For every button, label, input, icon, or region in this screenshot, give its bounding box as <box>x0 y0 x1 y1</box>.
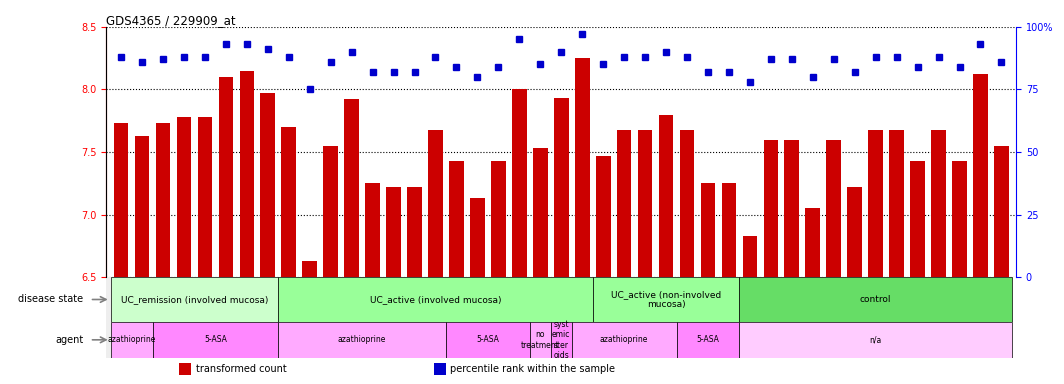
Bar <box>408 187 421 277</box>
Bar <box>533 148 548 277</box>
Bar <box>701 183 715 277</box>
Bar <box>492 161 505 277</box>
Text: azathioprine: azathioprine <box>107 335 155 344</box>
Bar <box>449 161 464 277</box>
Text: percentile rank within the sample: percentile rank within the sample <box>450 364 615 374</box>
Bar <box>111 322 152 358</box>
Bar <box>571 322 677 358</box>
Text: UC_active (involved mucosa): UC_active (involved mucosa) <box>370 295 501 304</box>
Bar <box>637 129 652 277</box>
Bar <box>659 114 674 277</box>
Bar <box>279 277 593 322</box>
Text: azathioprine: azathioprine <box>600 335 648 344</box>
Bar <box>952 161 967 277</box>
Bar <box>847 187 862 277</box>
Bar <box>218 77 233 277</box>
Bar <box>198 117 212 277</box>
Text: no
treatment: no treatment <box>521 330 560 349</box>
Text: 5-ASA: 5-ASA <box>477 335 499 344</box>
Bar <box>784 139 799 277</box>
Text: UC_active (non-involved
mucosa): UC_active (non-involved mucosa) <box>611 290 721 309</box>
Bar <box>617 129 631 277</box>
Bar <box>365 183 380 277</box>
Bar <box>281 127 296 277</box>
Text: azathioprine: azathioprine <box>338 335 386 344</box>
Bar <box>111 277 279 322</box>
Bar <box>721 183 736 277</box>
Bar <box>470 199 485 277</box>
Bar <box>551 322 571 358</box>
Bar <box>152 322 279 358</box>
Bar <box>931 129 946 277</box>
Bar <box>554 98 568 277</box>
Bar <box>386 187 401 277</box>
Bar <box>974 74 987 277</box>
Bar <box>739 277 1012 322</box>
Bar <box>239 71 254 277</box>
Bar <box>868 129 883 277</box>
Bar <box>890 129 904 277</box>
Bar <box>805 209 820 277</box>
Bar <box>261 93 276 277</box>
Bar <box>135 136 149 277</box>
Bar <box>302 261 317 277</box>
Bar <box>155 123 170 277</box>
Bar <box>911 161 925 277</box>
Bar <box>434 364 446 375</box>
Bar <box>743 236 758 277</box>
Bar <box>177 117 192 277</box>
Text: control: control <box>860 295 892 304</box>
Bar <box>530 322 551 358</box>
Bar <box>345 99 359 277</box>
Bar <box>575 58 589 277</box>
Bar <box>512 89 527 277</box>
Bar <box>446 322 530 358</box>
Bar <box>323 146 338 277</box>
Bar <box>428 129 443 277</box>
Bar <box>827 139 842 277</box>
Text: syst
emic
ster
oids: syst emic ster oids <box>552 320 570 360</box>
Bar <box>680 129 695 277</box>
Text: 5-ASA: 5-ASA <box>697 335 719 344</box>
Text: UC_remission (involved mucosa): UC_remission (involved mucosa) <box>120 295 268 304</box>
Bar <box>114 123 129 277</box>
Bar <box>764 139 778 277</box>
Text: GDS4365 / 229909_at: GDS4365 / 229909_at <box>106 14 236 27</box>
Bar <box>279 322 446 358</box>
Text: n/a: n/a <box>869 335 882 344</box>
Text: disease state: disease state <box>18 295 83 305</box>
Text: transformed count: transformed count <box>196 364 286 374</box>
Bar <box>593 277 739 322</box>
Bar <box>739 322 1012 358</box>
Text: agent: agent <box>55 335 83 345</box>
Bar <box>596 156 611 277</box>
Bar <box>994 146 1009 277</box>
Text: 5-ASA: 5-ASA <box>204 335 227 344</box>
Bar <box>179 364 192 375</box>
Bar <box>677 322 739 358</box>
